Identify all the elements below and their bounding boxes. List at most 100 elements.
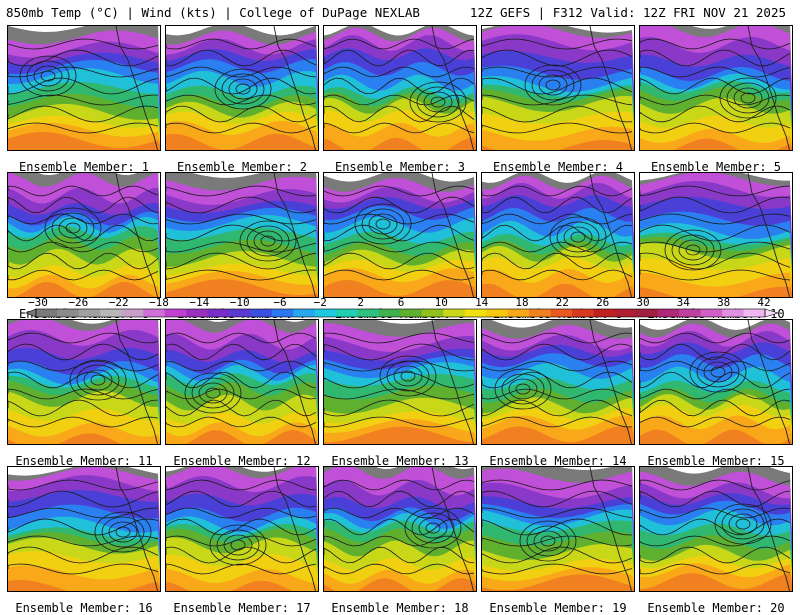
temperature-field (482, 320, 634, 444)
height-contour (482, 213, 633, 225)
member-map-17 (165, 466, 319, 592)
member-map-11 (7, 319, 161, 445)
member-label: Ensemble Member: 15 (647, 454, 785, 468)
height-contour (324, 563, 475, 575)
height-contour (482, 343, 633, 361)
height-contour (640, 77, 791, 95)
colorbar-segment (507, 309, 530, 317)
height-contour (482, 94, 633, 106)
height-contour (482, 416, 633, 428)
temp-band (8, 580, 160, 591)
low-center-contour (524, 64, 582, 106)
height-contour (166, 507, 317, 519)
height-contour (324, 399, 475, 417)
colorbar-tick-label: −10 (230, 296, 250, 309)
low-center-contour (375, 218, 391, 230)
low-center-contour (214, 68, 272, 110)
colorbar-tick-label: −2 (314, 296, 327, 309)
member-label: Ensemble Member: 18 (331, 601, 469, 615)
height-contour (8, 122, 159, 134)
height-contour (8, 518, 159, 536)
height-contour (482, 360, 633, 372)
height-contour (324, 518, 475, 536)
temp-band (640, 429, 792, 444)
height-contour (482, 196, 633, 214)
height-contour (640, 66, 791, 78)
height-contour (8, 213, 159, 225)
temperature-field (324, 26, 476, 150)
temperature-field (482, 467, 634, 591)
height-contour (640, 252, 791, 270)
colorbar-segment (336, 309, 359, 317)
low-center-contour (540, 535, 556, 547)
colorbar-segment (700, 309, 723, 317)
colorbar-segment (78, 309, 101, 317)
low-center-contour (379, 355, 437, 397)
height-contour (8, 388, 159, 400)
height-contour (482, 66, 633, 78)
member-label: Ensemble Member: 3 (334, 160, 466, 174)
low-center-contour (416, 86, 460, 118)
height-contour (8, 38, 159, 50)
member-map-4 (481, 25, 635, 151)
colorbar-segment (379, 309, 401, 317)
height-contour (640, 94, 791, 106)
coastline (273, 467, 316, 591)
member-label: Ensemble Member: 4 (492, 160, 624, 174)
low-center-contour (689, 351, 747, 393)
colorbar-segment (228, 309, 251, 317)
colorbar-segment (464, 309, 487, 317)
height-contour (8, 360, 159, 372)
low-center-contour (740, 92, 756, 104)
colorbar-segment (443, 309, 466, 317)
height-contour (324, 269, 475, 281)
height-contour (324, 185, 475, 197)
height-contour (324, 241, 475, 253)
colorbar-segment (722, 309, 744, 317)
low-center-contour (671, 234, 715, 266)
temperature-field (640, 320, 792, 444)
member-map-3 (323, 25, 477, 151)
height-contour (482, 399, 633, 417)
height-contour (8, 535, 159, 547)
temperature-field (8, 320, 160, 444)
colorbar-tick-label: 26 (596, 296, 609, 309)
low-center-contour (404, 507, 462, 549)
height-contour (324, 479, 475, 491)
low-center-contour (533, 530, 563, 552)
height-contour (324, 332, 475, 344)
height-contour (324, 77, 475, 95)
low-center-contour (216, 529, 260, 561)
colorbar-segment (357, 309, 380, 317)
temperature-field (166, 26, 318, 150)
low-center-contour (58, 217, 88, 239)
colorbar-segment (143, 309, 166, 317)
height-contour (166, 122, 317, 134)
low-center-contour (519, 520, 577, 562)
low-center-contour (354, 203, 412, 245)
low-center-contour (726, 82, 770, 114)
member-label: Ensemble Member: 14 (489, 454, 627, 468)
low-center-contour (40, 70, 56, 82)
temp-band (166, 580, 292, 591)
temperature-field (8, 467, 160, 591)
low-center-contour (425, 522, 441, 534)
low-center-contour (191, 377, 235, 409)
member-map-19 (481, 466, 635, 592)
height-contour (8, 416, 159, 428)
height-contour (166, 269, 317, 281)
colorbar-segment (636, 309, 659, 317)
height-contour (324, 122, 475, 134)
low-center-contour (205, 387, 221, 399)
low-center-contour (386, 360, 430, 392)
height-contour (166, 416, 317, 428)
colorbar-segment (529, 309, 551, 317)
height-contour (640, 38, 791, 50)
height-contour (640, 269, 791, 281)
member-map-20 (639, 466, 793, 592)
colorbar-segment (421, 309, 444, 317)
low-center-contour (253, 230, 283, 252)
low-center-contour (246, 225, 290, 257)
temp-band (324, 578, 476, 591)
height-contour (166, 66, 317, 78)
